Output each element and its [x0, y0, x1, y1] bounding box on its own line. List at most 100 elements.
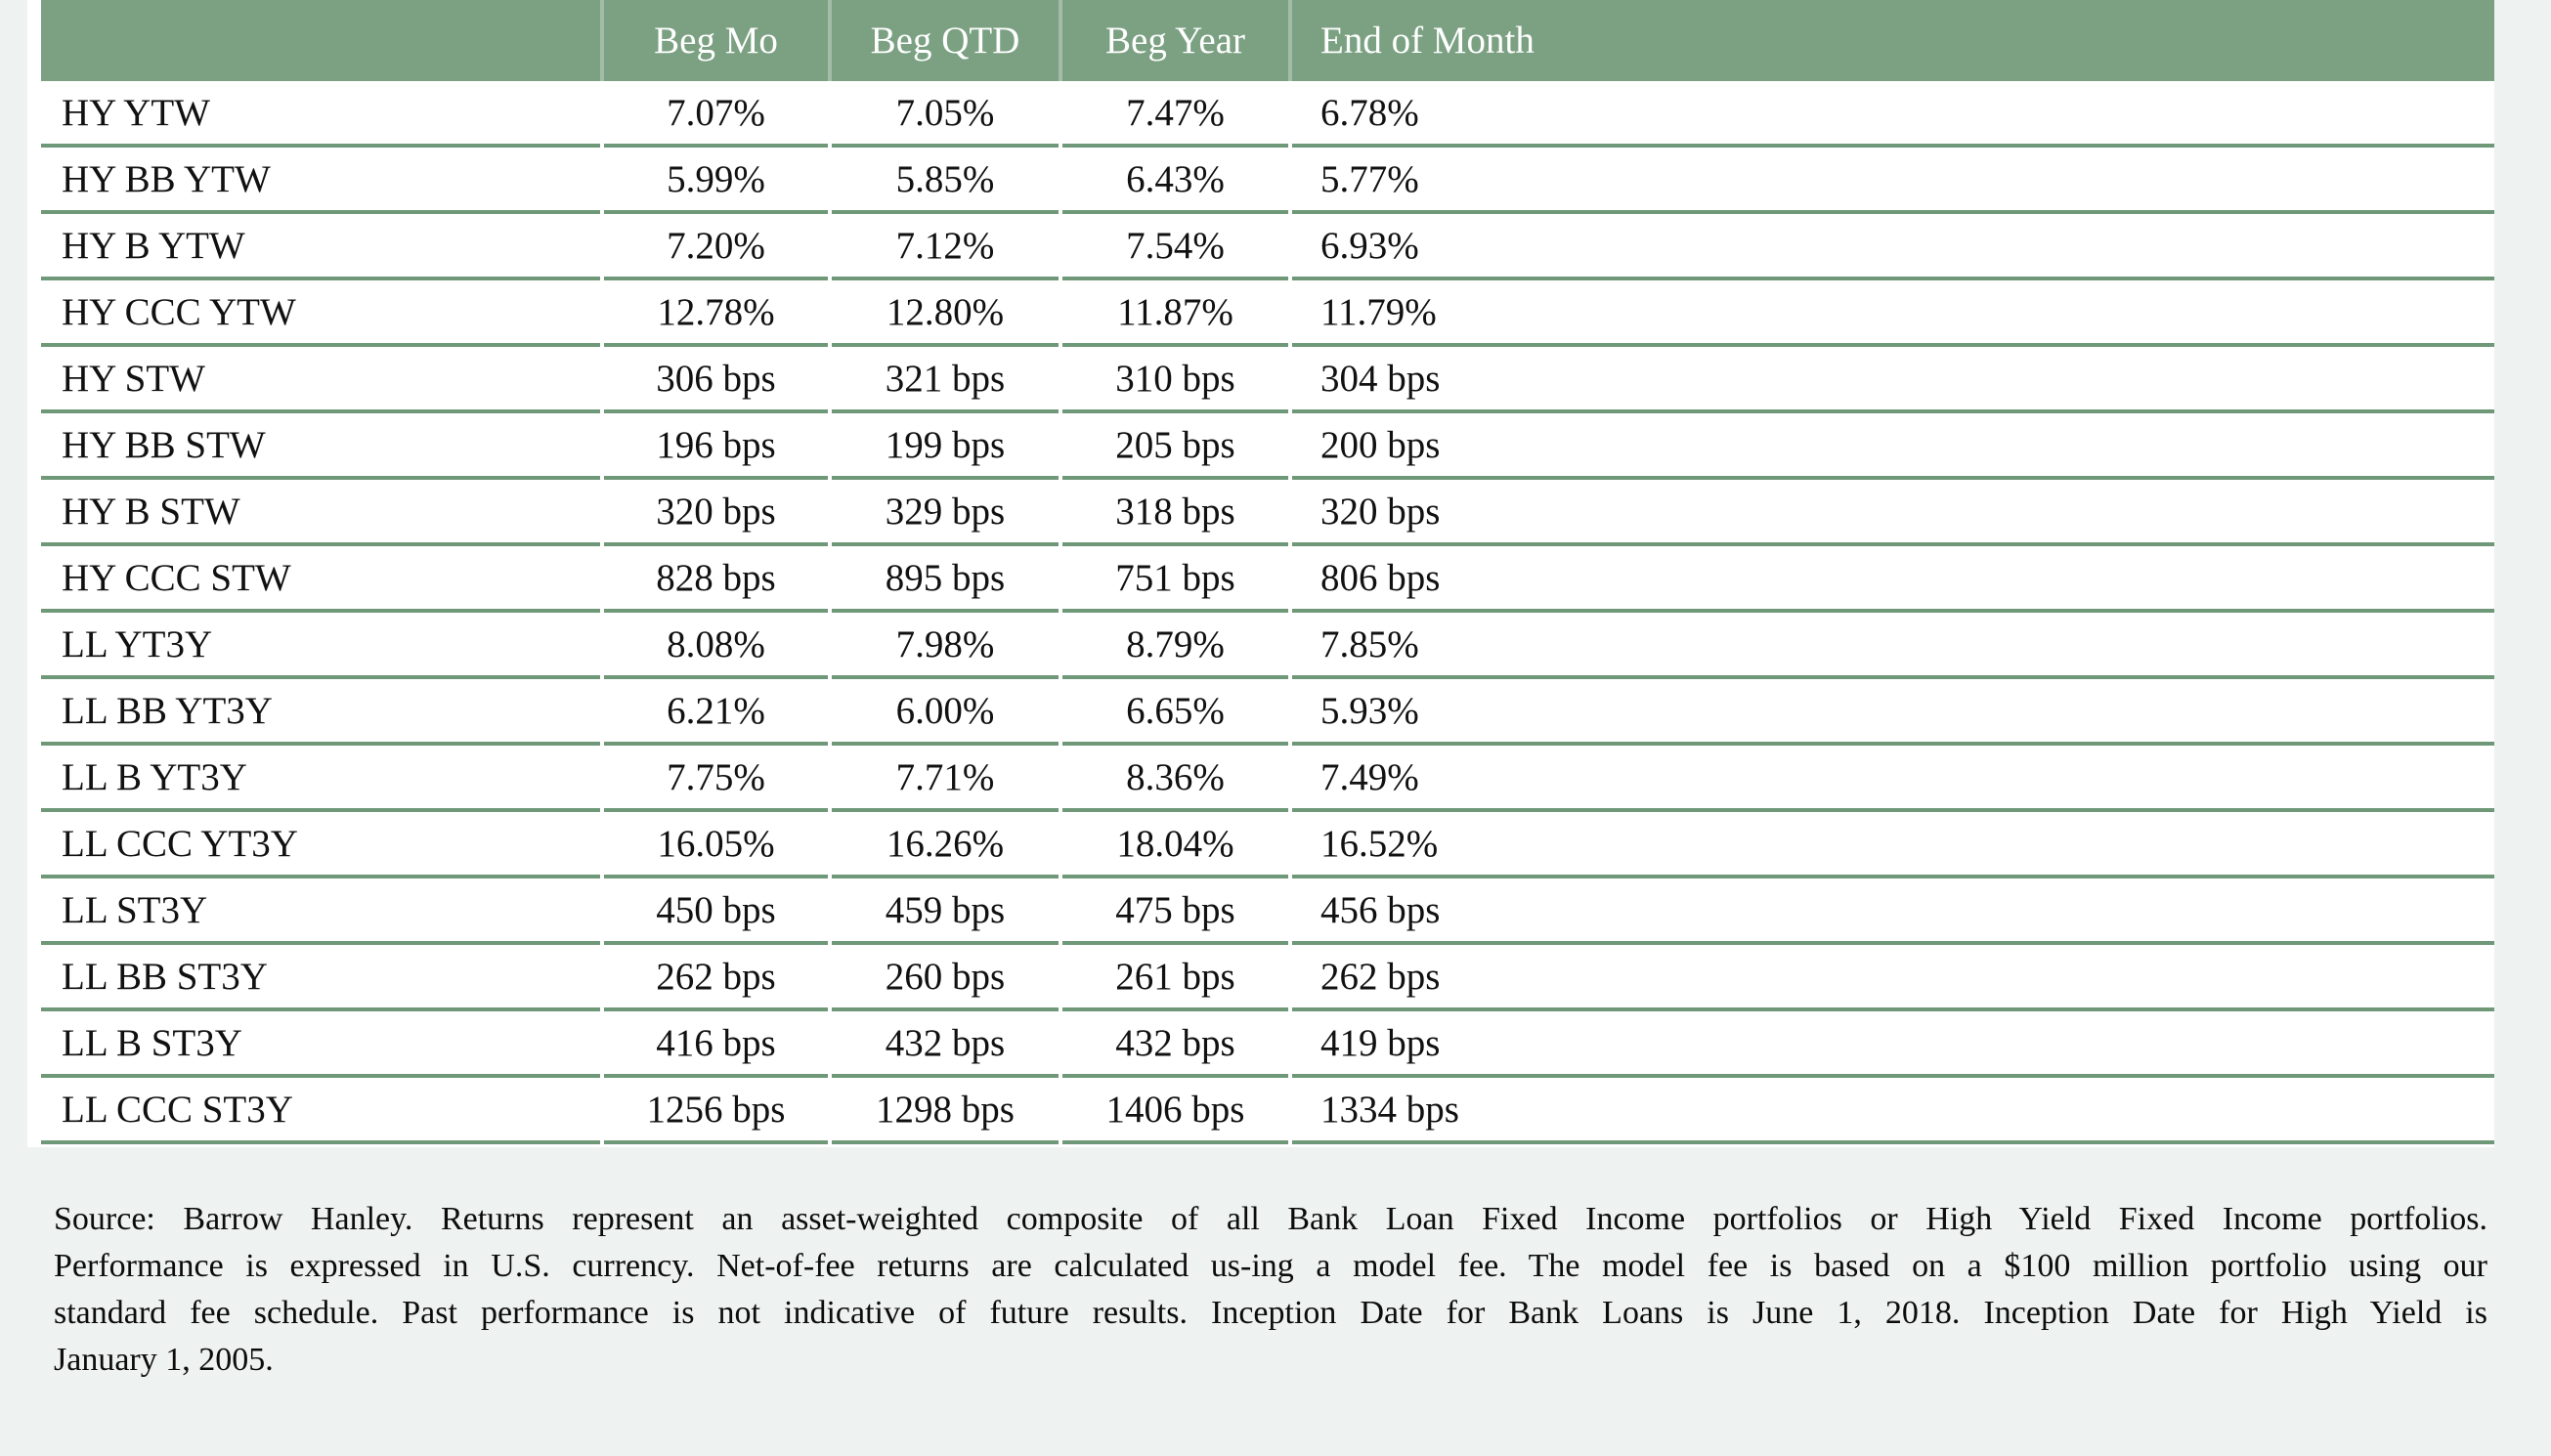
cell-beg-qtd: 459 bps [832, 878, 1059, 945]
cell-beg-qtd: 321 bps [832, 347, 1059, 413]
cell-end-of-month: 262 bps [1292, 945, 2494, 1011]
row-label: HY B YTW [41, 214, 600, 280]
cell-beg-qtd: 199 bps [832, 413, 1059, 480]
cell-beg-year: 205 bps [1062, 413, 1288, 480]
cell-beg-year: 7.47% [1062, 81, 1288, 148]
cell-end-of-month: 806 bps [1292, 546, 2494, 613]
cell-end-of-month: 5.93% [1292, 679, 2494, 746]
table-row: LL BB YT3Y 6.21% 6.00% 6.65% 5.93% [41, 679, 2494, 746]
footnote-line: Performance is expressed in U.S. currenc… [54, 1248, 2487, 1284]
footnote-line: January 1, 2005. [54, 1342, 274, 1378]
cell-beg-qtd: 7.12% [832, 214, 1059, 280]
cell-beg-qtd: 5.85% [832, 148, 1059, 214]
cell-beg-mo: 7.75% [604, 746, 828, 812]
row-label: LL BB YT3Y [41, 679, 600, 746]
header-cell-blank [41, 0, 600, 81]
table-row: HY BB STW 196 bps 199 bps 205 bps 200 bp… [41, 413, 2494, 480]
row-label: HY B STW [41, 480, 600, 546]
row-label: LL YT3Y [41, 613, 600, 679]
cell-beg-qtd: 7.98% [832, 613, 1059, 679]
cell-beg-year: 310 bps [1062, 347, 1288, 413]
cell-beg-mo: 196 bps [604, 413, 828, 480]
cell-end-of-month: 16.52% [1292, 812, 2494, 878]
cell-beg-qtd: 6.00% [832, 679, 1059, 746]
cell-beg-year: 318 bps [1062, 480, 1288, 546]
cell-end-of-month: 5.77% [1292, 148, 2494, 214]
cell-beg-qtd: 7.71% [832, 746, 1059, 812]
cell-end-of-month: 6.78% [1292, 81, 2494, 148]
cell-beg-year: 6.65% [1062, 679, 1288, 746]
cell-end-of-month: 7.49% [1292, 746, 2494, 812]
cell-beg-qtd: 7.05% [832, 81, 1059, 148]
table-row: HY B STW 320 bps 329 bps 318 bps 320 bps [41, 480, 2494, 546]
header-cell-beg-qtd: Beg QTD [832, 0, 1059, 81]
cell-beg-mo: 7.07% [604, 81, 828, 148]
table-row: HY STW 306 bps 321 bps 310 bps 304 bps [41, 347, 2494, 413]
cell-beg-mo: 450 bps [604, 878, 828, 945]
table-row: LL B ST3Y 416 bps 432 bps 432 bps 419 bp… [41, 1011, 2494, 1078]
row-label: LL CCC YT3Y [41, 812, 600, 878]
cell-beg-qtd: 895 bps [832, 546, 1059, 613]
table-row: LL BB ST3Y 262 bps 260 bps 261 bps 262 b… [41, 945, 2494, 1011]
table-header-row: Beg Mo Beg QTD Beg Year End of Month [41, 0, 2494, 81]
cell-beg-mo: 8.08% [604, 613, 828, 679]
cell-beg-year: 475 bps [1062, 878, 1288, 945]
table-row: LL B YT3Y 7.75% 7.71% 8.36% 7.49% [41, 746, 2494, 812]
row-label: LL ST3Y [41, 878, 600, 945]
cell-beg-year: 18.04% [1062, 812, 1288, 878]
cell-beg-mo: 12.78% [604, 280, 828, 347]
row-label: HY CCC YTW [41, 280, 600, 347]
cell-beg-qtd: 1298 bps [832, 1078, 1059, 1144]
cell-end-of-month: 200 bps [1292, 413, 2494, 480]
cell-beg-mo: 16.05% [604, 812, 828, 878]
table-body: HY YTW 7.07% 7.05% 7.47% 6.78% HY BB YTW… [41, 81, 2494, 1144]
cell-beg-qtd: 260 bps [832, 945, 1059, 1011]
row-label: LL B YT3Y [41, 746, 600, 812]
cell-beg-year: 11.87% [1062, 280, 1288, 347]
table-row: LL CCC YT3Y 16.05% 16.26% 18.04% 16.52% [41, 812, 2494, 878]
header-cell-beg-year: Beg Year [1062, 0, 1288, 81]
cell-beg-year: 8.79% [1062, 613, 1288, 679]
table-row: LL YT3Y 8.08% 7.98% 8.79% 7.85% [41, 613, 2494, 679]
header-cell-end-of-month: End of Month [1292, 0, 2494, 81]
yield-spread-table: Beg Mo Beg QTD Beg Year End of Month HY … [41, 0, 2494, 1144]
cell-beg-mo: 1256 bps [604, 1078, 828, 1144]
table-row: HY YTW 7.07% 7.05% 7.47% 6.78% [41, 81, 2494, 148]
cell-beg-mo: 828 bps [604, 546, 828, 613]
cell-beg-year: 751 bps [1062, 546, 1288, 613]
cell-beg-qtd: 432 bps [832, 1011, 1059, 1078]
cell-end-of-month: 1334 bps [1292, 1078, 2494, 1144]
row-label: HY YTW [41, 81, 600, 148]
cell-beg-qtd: 16.26% [832, 812, 1059, 878]
cell-beg-year: 7.54% [1062, 214, 1288, 280]
cell-end-of-month: 7.85% [1292, 613, 2494, 679]
cell-beg-year: 6.43% [1062, 148, 1288, 214]
cell-end-of-month: 6.93% [1292, 214, 2494, 280]
cell-beg-year: 8.36% [1062, 746, 1288, 812]
row-label: HY STW [41, 347, 600, 413]
cell-beg-year: 432 bps [1062, 1011, 1288, 1078]
cell-beg-year: 261 bps [1062, 945, 1288, 1011]
cell-end-of-month: 456 bps [1292, 878, 2494, 945]
cell-beg-mo: 6.21% [604, 679, 828, 746]
table-row: HY CCC YTW 12.78% 12.80% 11.87% 11.79% [41, 280, 2494, 347]
row-label: HY BB YTW [41, 148, 600, 214]
row-label: HY BB STW [41, 413, 600, 480]
cell-beg-mo: 262 bps [604, 945, 828, 1011]
cell-end-of-month: 320 bps [1292, 480, 2494, 546]
cell-beg-mo: 416 bps [604, 1011, 828, 1078]
header-cell-beg-mo: Beg Mo [604, 0, 828, 81]
cell-end-of-month: 11.79% [1292, 280, 2494, 347]
row-label: LL BB ST3Y [41, 945, 600, 1011]
cell-beg-mo: 306 bps [604, 347, 828, 413]
cell-beg-mo: 5.99% [604, 148, 828, 214]
row-label: LL CCC ST3Y [41, 1078, 600, 1144]
table-row: LL CCC ST3Y 1256 bps 1298 bps 1406 bps 1… [41, 1078, 2494, 1144]
footnote-line: Source: Barrow Hanley. Returns represent… [54, 1201, 2487, 1237]
table-row: HY BB YTW 5.99% 5.85% 6.43% 5.77% [41, 148, 2494, 214]
table-row: LL ST3Y 450 bps 459 bps 475 bps 456 bps [41, 878, 2494, 945]
cell-beg-mo: 320 bps [604, 480, 828, 546]
cell-beg-qtd: 329 bps [832, 480, 1059, 546]
source-footnote: Source: Barrow Hanley. Returns represent… [54, 1196, 2487, 1384]
row-label: LL B ST3Y [41, 1011, 600, 1078]
